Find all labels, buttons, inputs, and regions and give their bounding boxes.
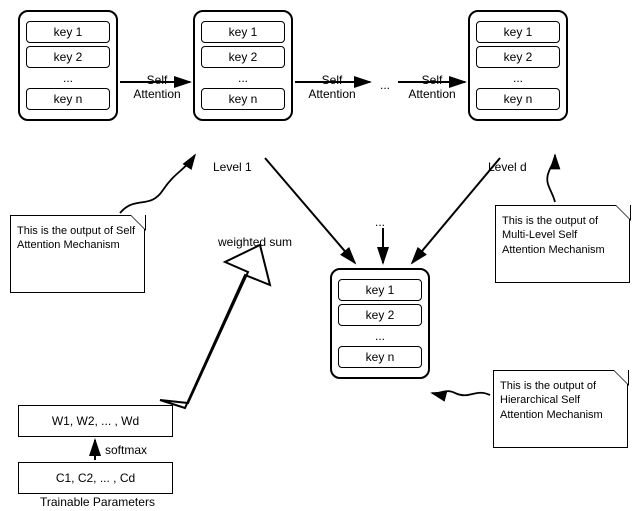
sa2-label: Self Attention — [302, 73, 362, 102]
softmax-label: softmax — [105, 443, 147, 457]
note-hierarchical: This is the output of Hierarchical Self … — [493, 370, 628, 448]
leveld-label: Level d — [488, 160, 527, 174]
weights-text: C1, C2, ... , Cd — [56, 471, 135, 485]
key-cell: key 1 — [201, 21, 285, 43]
key-cell: key n — [201, 88, 285, 110]
key-cell: key n — [476, 88, 560, 110]
key-cell: key 2 — [26, 46, 110, 68]
key-cell: key 1 — [338, 279, 422, 301]
key-cell: key n — [26, 88, 110, 110]
weights-box-W: W1, W2, ... , Wd — [18, 405, 173, 437]
key-cell: key 1 — [476, 21, 560, 43]
note-text: This is the output of Self Attention Mec… — [17, 225, 135, 251]
weights-box-C: C1, C2, ... , Cd — [18, 462, 173, 494]
note-self-attention: This is the output of Self Attention Mec… — [10, 215, 145, 293]
key-cell: key 2 — [201, 46, 285, 68]
mid-ellipsis: ... — [375, 215, 385, 229]
leveld-block: key 1 key 2 ... key n — [468, 10, 568, 121]
input-block: key 1 key 2 ... key n — [18, 10, 118, 121]
weights-text: W1, W2, ... , Wd — [52, 414, 139, 428]
key-cell: key 1 — [26, 21, 110, 43]
top-ellipsis: ... — [380, 78, 390, 92]
key-cell: key 2 — [338, 304, 422, 326]
ellipsis: ... — [26, 71, 110, 85]
trainable-params-caption: Trainable Parameters — [40, 495, 155, 509]
key-cell: key 2 — [476, 46, 560, 68]
ellipsis: ... — [201, 71, 285, 85]
key-cell: key n — [338, 346, 422, 368]
note-text: This is the output of Hierarchical Self … — [500, 380, 603, 421]
output-block: key 1 key 2 ... key n — [330, 268, 430, 379]
level1-block: key 1 key 2 ... key n — [193, 10, 293, 121]
weighted-sum-arrow-icon — [160, 245, 270, 408]
note-text: This is the output of Multi-Level Self A… — [502, 215, 605, 256]
ellipsis: ... — [338, 329, 422, 343]
weighted-sum-label: weighted sum — [218, 235, 292, 249]
note-multilevel: This is the output of Multi-Level Self A… — [495, 205, 630, 283]
sa3-label: Self Attention — [402, 73, 462, 102]
ellipsis: ... — [476, 71, 560, 85]
level1-label: Level 1 — [213, 160, 252, 174]
sa1-label: Self Attention — [127, 73, 187, 102]
